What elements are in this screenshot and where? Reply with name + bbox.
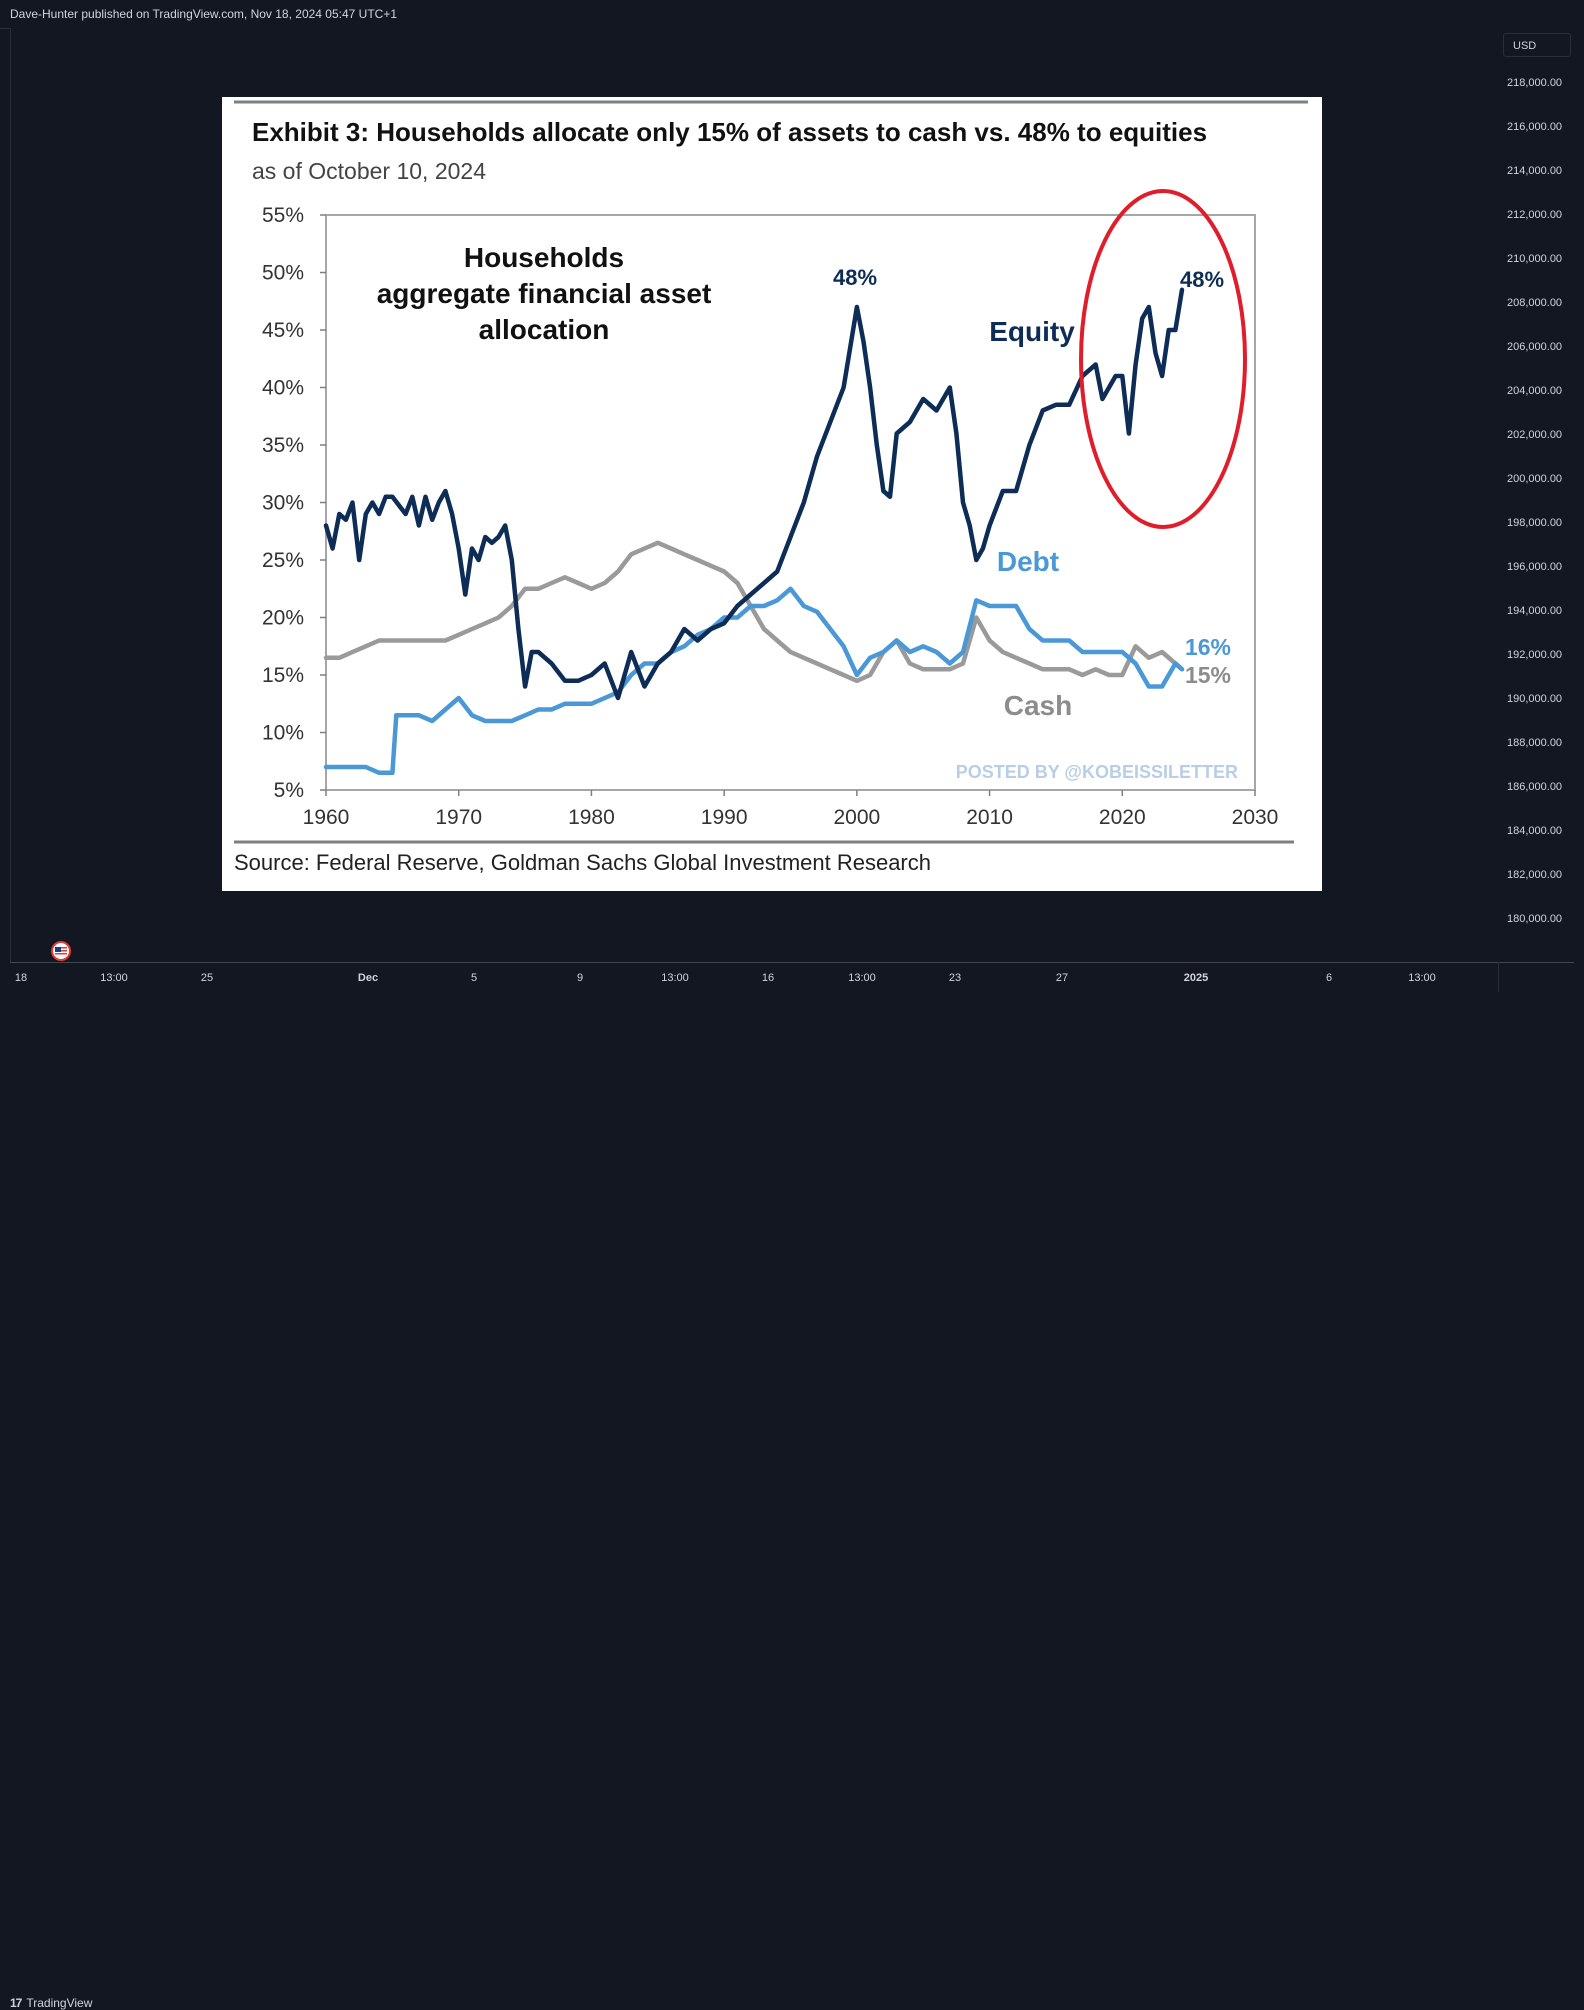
inner-title-line-3: allocation <box>479 314 610 345</box>
price-label: 212,000.00 <box>1507 209 1563 221</box>
cash-latest-label: 15% <box>1185 662 1231 688</box>
y-tick-label: 40% <box>262 377 304 400</box>
time-label: 13:00 <box>100 972 128 984</box>
price-label: 216,000.00 <box>1507 121 1563 133</box>
x-tick-label: 2020 <box>1099 806 1146 829</box>
highlight-ellipse <box>1079 189 1247 529</box>
x-axis-ticks: 1960 1970 1980 1990 2000 2010 2020 2030 <box>303 790 1279 829</box>
y-tick-label: 35% <box>262 434 304 457</box>
chart-subtitle: as of October 10, 2024 <box>252 158 486 184</box>
time-label: 2025 <box>1183 972 1209 984</box>
y-tick-label: 5% <box>274 779 304 802</box>
price-label: 218,000.00 <box>1507 77 1563 89</box>
exhibit-chart: Exhibit 3: Households allocate only 15% … <box>234 100 1308 875</box>
source-note: Source: Federal Reserve, Goldman Sachs G… <box>234 850 931 875</box>
footer: 17 TradingView <box>0 993 1584 2010</box>
price-label: 180,000.00 <box>1507 913 1563 925</box>
price-label: 202,000.00 <box>1507 429 1563 441</box>
y-tick-label: 30% <box>262 492 304 515</box>
x-tick-label: 1990 <box>701 806 748 829</box>
price-label: 204,000.00 <box>1507 385 1563 397</box>
x-tick-label: 1970 <box>435 806 482 829</box>
tradingview-logo[interactable]: 17 TradingView <box>10 1996 92 2010</box>
embedded-chart-image: Exhibit 3: Households allocate only 15% … <box>222 97 1322 891</box>
price-scale[interactable]: USD <box>1499 28 1584 962</box>
time-label: Dec <box>357 972 379 984</box>
x-tick-label: 1980 <box>568 806 615 829</box>
price-label: 192,000.00 <box>1507 649 1563 661</box>
time-axis-divider <box>1498 962 1499 992</box>
y-tick-label: 45% <box>262 319 304 342</box>
inner-title-line-1: Households <box>464 242 624 273</box>
time-label: 13:00 <box>661 972 689 984</box>
price-label: 208,000.00 <box>1507 297 1563 309</box>
price-label: 206,000.00 <box>1507 341 1563 353</box>
equity-peak-label: 48% <box>833 265 877 290</box>
tradingview-logo-icon: 17 <box>10 1996 22 2010</box>
publish-header: Dave-Hunter published on TradingView.com… <box>0 0 1584 29</box>
equity-series-label: Equity <box>989 316 1075 347</box>
cash-series-label: Cash <box>1004 690 1072 721</box>
x-tick-label: 1960 <box>303 806 350 829</box>
y-axis-ticks: 55% 50% 45% 40% 35% 30% 25% 20% 15% 10% 5% <box>262 204 326 802</box>
time-label: 27 <box>1055 972 1069 984</box>
x-tick-label: 2000 <box>833 806 880 829</box>
tradingview-brand: TradingView <box>26 1996 93 2010</box>
debt-series-label: Debt <box>997 546 1059 577</box>
time-label: 5 <box>470 972 478 984</box>
y-tick-label: 25% <box>262 549 304 572</box>
time-label: 18 <box>14 972 28 984</box>
y-tick-label: 50% <box>262 262 304 285</box>
price-label: 190,000.00 <box>1507 693 1563 705</box>
time-label: 13:00 <box>848 972 876 984</box>
cash-series-line <box>323 540 1185 684</box>
publish-info: Dave-Hunter published on TradingView.com… <box>10 7 398 21</box>
price-label: 210,000.00 <box>1507 253 1563 265</box>
y-tick-label: 10% <box>262 722 304 745</box>
time-label: 23 <box>948 972 962 984</box>
price-label: 188,000.00 <box>1507 737 1563 749</box>
equity-series-line <box>323 287 1185 701</box>
price-label: 194,000.00 <box>1507 605 1563 617</box>
chart-title: Exhibit 3: Households allocate only 15% … <box>252 117 1207 147</box>
price-label: 200,000.00 <box>1507 473 1563 485</box>
plot-area <box>325 214 1256 791</box>
inner-title-line-2: aggregate financial asset <box>377 278 712 309</box>
y-tick-label: 20% <box>262 607 304 630</box>
debt-latest-label: 16% <box>1185 634 1231 660</box>
debt-series-line <box>323 586 1185 776</box>
time-label: 16 <box>761 972 775 984</box>
price-label: 186,000.00 <box>1507 781 1563 793</box>
time-label: 6 <box>1325 972 1333 984</box>
y-tick-label: 15% <box>262 664 304 687</box>
time-label: 13:00 <box>1408 972 1436 984</box>
price-label: 182,000.00 <box>1507 869 1563 881</box>
time-label: 9 <box>576 972 584 984</box>
us-flag-icon[interactable] <box>51 941 71 961</box>
watermark: POSTED BY @KOBEISSILETTER <box>956 762 1238 782</box>
x-tick-label: 2030 <box>1232 806 1279 829</box>
series-layer <box>323 287 1185 776</box>
price-label: 198,000.00 <box>1507 517 1563 529</box>
price-label: 184,000.00 <box>1507 825 1563 837</box>
price-label: 196,000.00 <box>1507 561 1563 573</box>
equity-latest-label: 48% <box>1180 267 1224 292</box>
x-tick-label: 2010 <box>966 806 1013 829</box>
time-label: 25 <box>200 972 214 984</box>
price-label: 214,000.00 <box>1507 165 1563 177</box>
currency-button[interactable]: USD <box>1503 33 1571 57</box>
y-tick-label: 55% <box>262 204 304 227</box>
time-axis[interactable] <box>10 962 1574 994</box>
